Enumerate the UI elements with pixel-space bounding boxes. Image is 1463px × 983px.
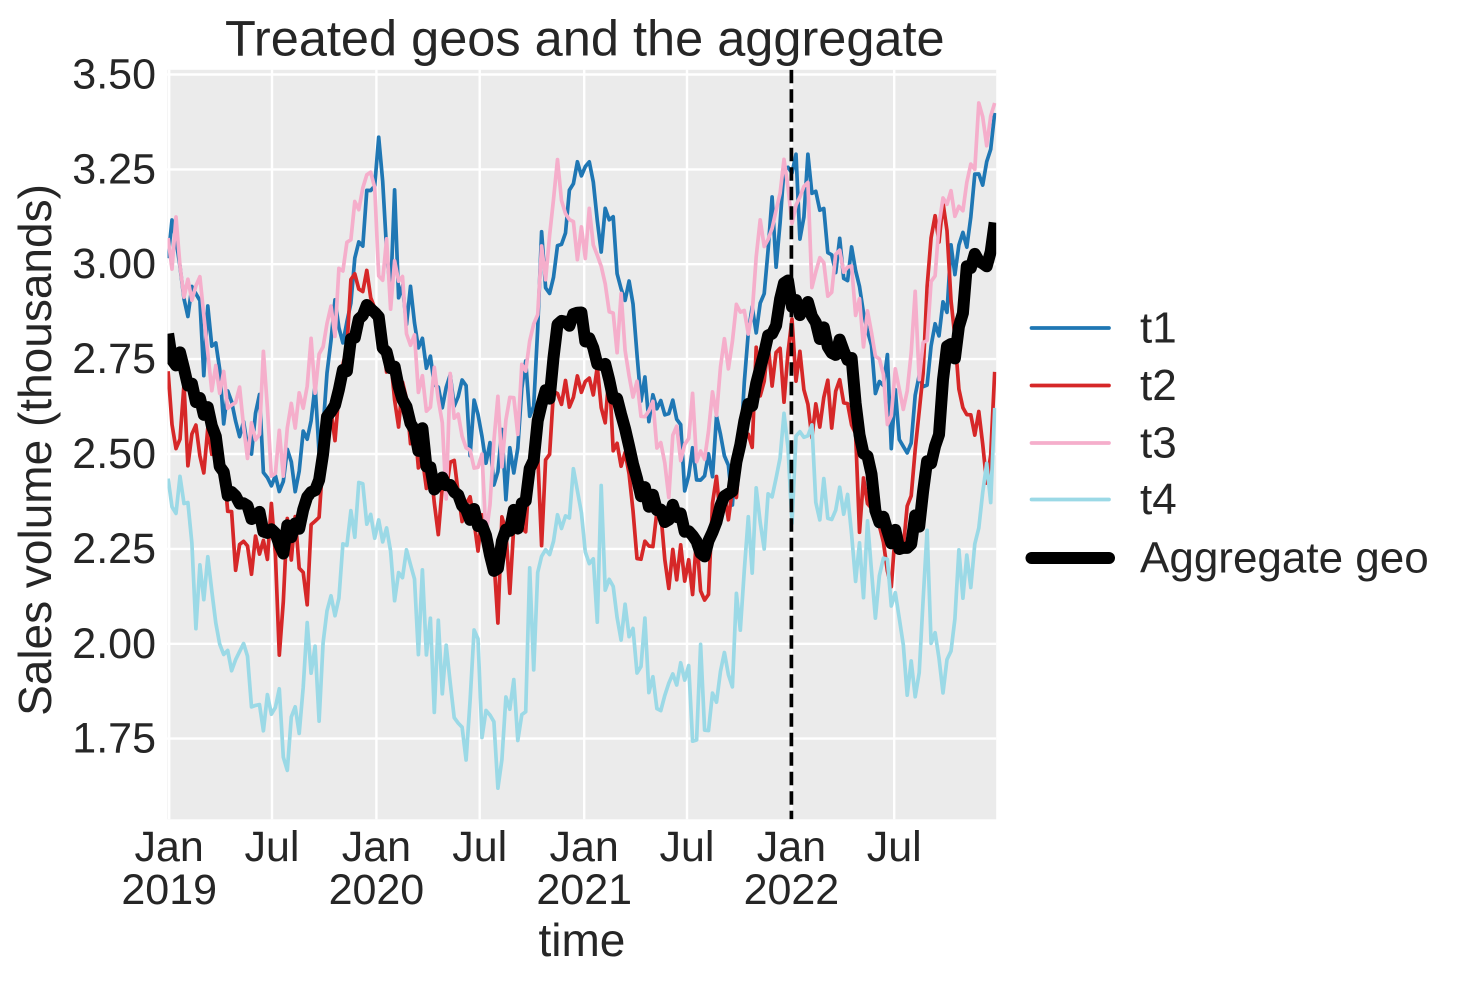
svg-text:3.50: 3.50: [72, 51, 156, 99]
svg-text:2.50: 2.50: [72, 430, 156, 478]
svg-text:2.00: 2.00: [72, 620, 156, 668]
svg-text:Jul: Jul: [660, 823, 715, 871]
svg-text:3.00: 3.00: [72, 240, 156, 288]
svg-text:2020: 2020: [329, 866, 425, 914]
svg-text:Jul: Jul: [245, 823, 300, 871]
svg-text:2.25: 2.25: [72, 525, 156, 573]
svg-text:Sales volume (thousands): Sales volume (thousands): [9, 184, 61, 716]
svg-text:t3: t3: [1140, 419, 1177, 468]
svg-text:Jan: Jan: [757, 823, 826, 871]
svg-text:Jul: Jul: [452, 823, 507, 871]
svg-text:t2: t2: [1140, 361, 1177, 410]
svg-text:Jan: Jan: [342, 823, 411, 871]
svg-text:Aggregate geo: Aggregate geo: [1140, 534, 1429, 583]
svg-text:Jan: Jan: [550, 823, 619, 871]
svg-text:1.75: 1.75: [72, 715, 156, 763]
svg-text:Treated geos and the aggregate: Treated geos and the aggregate: [225, 10, 945, 67]
svg-text:2021: 2021: [536, 866, 632, 914]
svg-text:time: time: [538, 914, 625, 966]
svg-text:2019: 2019: [121, 866, 217, 914]
svg-text:Jan: Jan: [135, 823, 204, 871]
svg-text:2022: 2022: [744, 866, 840, 914]
svg-text:Jul: Jul: [867, 823, 922, 871]
svg-text:3.25: 3.25: [72, 145, 156, 193]
svg-text:t4: t4: [1140, 475, 1177, 524]
svg-text:2.75: 2.75: [72, 335, 156, 383]
svg-text:t1: t1: [1140, 304, 1177, 353]
